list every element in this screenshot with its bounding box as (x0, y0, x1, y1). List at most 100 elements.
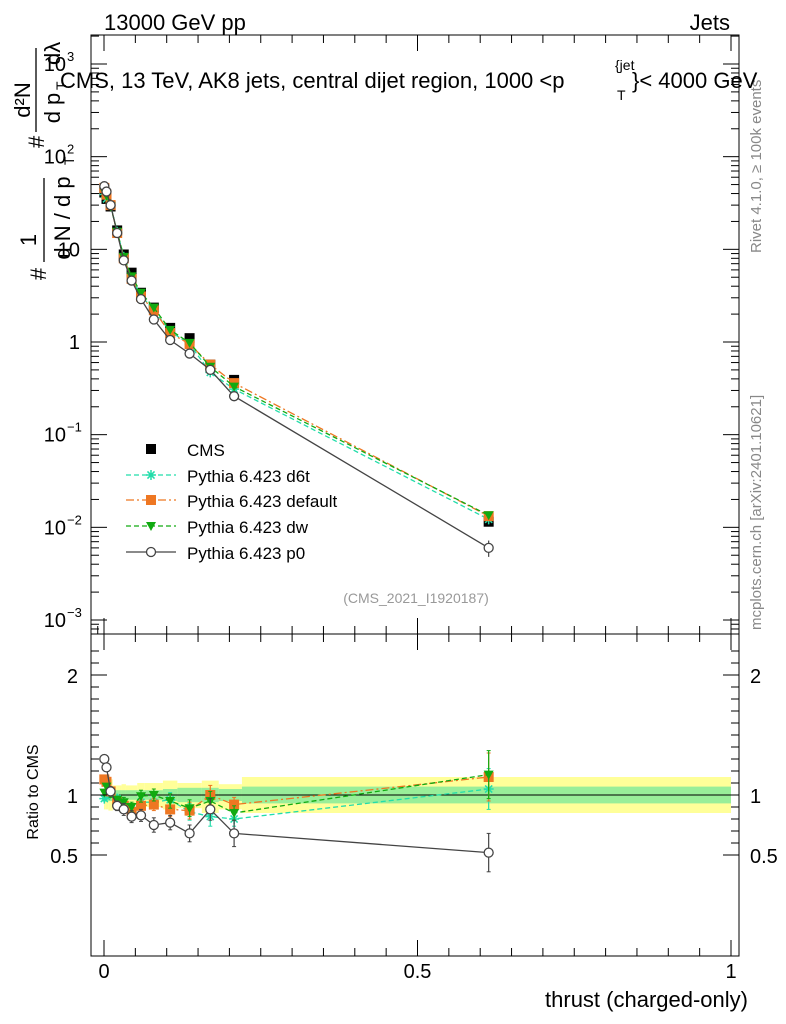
ratio-point-default (165, 804, 176, 815)
ratio-point-p0 (164, 817, 176, 828)
x-tick-label: 0.5 (404, 961, 432, 983)
ratio-point-dw (118, 798, 129, 808)
ratio-point-dw (483, 770, 494, 780)
ratio-point-dw (135, 792, 146, 802)
main-point-dw (135, 288, 146, 298)
main-y-tick-label: 10 (44, 425, 66, 447)
main-point-p0 (105, 199, 116, 211)
title-main: CMS, 13 TeV, AK8 jets, central dijet reg… (60, 68, 565, 93)
main-point-p0 (126, 275, 137, 286)
title-end: }< 4000 GeV (632, 68, 758, 93)
main-point-p0 (205, 364, 216, 376)
legend-item-default: Pythia 6.423 default (126, 492, 338, 511)
svg-text:dλ: dλ (40, 42, 65, 65)
ratio-y-tick-label-right: 0.5 (750, 846, 778, 868)
plot-title: CMS, 13 TeV, AK8 jets, central dijet reg… (60, 57, 758, 103)
ratio-point-p0 (126, 811, 137, 822)
legend: CMS Pythia 6.423 d6t Pythia 6.423 default P… (126, 441, 338, 563)
ratio-point-p0 (148, 819, 159, 831)
ratio-axis-ticks: 0.5 0.5 1 1 2 2 0 0.5 1 (50, 634, 778, 983)
legend-label-default: Pythia 6.423 default (187, 492, 338, 511)
main-y-tick-label: 1 (69, 332, 80, 354)
legend-label-d6t: Pythia 6.423 d6t (187, 467, 310, 486)
ratio-point-p0 (483, 847, 494, 858)
main-y-tick-exp: 3 (67, 49, 74, 64)
main-y-tick-exp: −1 (67, 420, 82, 435)
legend-marker-d6t (146, 470, 156, 480)
ratio-y-tick-label: 0.5 (50, 846, 78, 868)
ratio-y-tick-label: 2 (67, 666, 78, 688)
ratio-panel: 0.5 0.5 1 1 2 2 0 0.5 1 (50, 633, 778, 983)
legend-item-d6t: Pythia 6.423 d6t (126, 467, 310, 486)
title-sup: {jet (615, 57, 635, 73)
main-point-dw (148, 303, 159, 313)
svg-text:#: # (24, 135, 49, 148)
main-point-dw (229, 382, 240, 392)
svg-text:d p: d p (40, 93, 65, 124)
analysis-id: (CMS_2021_I1920187) (343, 590, 489, 606)
ratio-point-dw (229, 809, 240, 818)
legend-item-dw: Pythia 6.423 dw (126, 518, 309, 537)
x-axis-label: thrust (charged-only) (545, 987, 748, 1012)
legend-label-dw: Pythia 6.423 dw (187, 518, 309, 537)
ratio-point-p0 (205, 804, 216, 815)
ratio-point-dw (126, 803, 137, 812)
ratio-point-dw (165, 797, 176, 806)
ratio-point-p0 (99, 753, 110, 765)
ratio-point-p0 (101, 762, 112, 773)
main-point-p0 (118, 255, 129, 266)
main-point-dw (483, 511, 494, 521)
ratio-series-p0 (99, 753, 494, 873)
x-tick-label: 1 (725, 961, 736, 983)
ratio-point-default (101, 776, 112, 787)
legend-item-p0: Pythia 6.423 p0 (126, 544, 305, 563)
legend-label-p0: Pythia 6.423 p0 (187, 544, 305, 563)
legend-marker-dw (146, 522, 156, 531)
ratio-plot-area (91, 750, 739, 873)
main-point-p0 (228, 391, 240, 402)
legend-marker-data (146, 444, 156, 454)
main-point-dw (165, 325, 176, 335)
main-point-p0 (148, 314, 159, 325)
ratio-y-axis-label: Ratio to CMS (25, 744, 42, 839)
main-y-tick-exp: −3 (67, 605, 82, 620)
title-sub: T (617, 87, 626, 103)
x-tick-label: 0 (98, 961, 109, 983)
main-point-p0 (184, 348, 195, 359)
main-plot-area (99, 181, 494, 557)
main-point-p0 (164, 334, 176, 346)
mcplots-label: mcplots.cern.ch [arXiv:2401.10621] (748, 395, 765, 630)
ratio-point-dw (148, 791, 159, 800)
ratio-point-default (148, 799, 159, 810)
header-right: Jets (690, 10, 730, 35)
svg-text:1: 1 (16, 234, 41, 246)
legend-marker-p0 (145, 546, 157, 558)
main-series-p0 (99, 181, 494, 557)
ratio-point-p0 (105, 786, 116, 797)
main-point-p0 (112, 227, 123, 239)
svg-text:T: T (61, 156, 77, 165)
main-point-dw (184, 338, 195, 348)
main-point-data (184, 333, 195, 344)
header-left: 13000 GeV pp (104, 10, 246, 35)
main-y-tick-label: 10 (58, 239, 80, 261)
legend-marker-default (146, 495, 156, 505)
main-y-tick-label: 10 (44, 54, 66, 76)
main-y-tick-label: 10 (44, 610, 66, 632)
ratio-point-p0 (184, 828, 195, 839)
ratio-point-p0 (135, 810, 147, 821)
main-point-p0 (135, 294, 147, 305)
svg-text:d N / d p: d N / d p (50, 176, 75, 259)
main-point-p0 (101, 186, 112, 197)
ratio-point-default (135, 800, 146, 811)
ratio-point-dw (184, 804, 195, 814)
ratio-y-tick-label-right: 2 (750, 666, 761, 688)
legend-item-data: CMS (146, 441, 225, 460)
ratio-point-default (229, 799, 240, 810)
ratio-y-tick-label: 1 (67, 786, 78, 808)
main-y-tick-exp: 2 (67, 142, 74, 157)
legend-label-data: CMS (187, 441, 225, 460)
